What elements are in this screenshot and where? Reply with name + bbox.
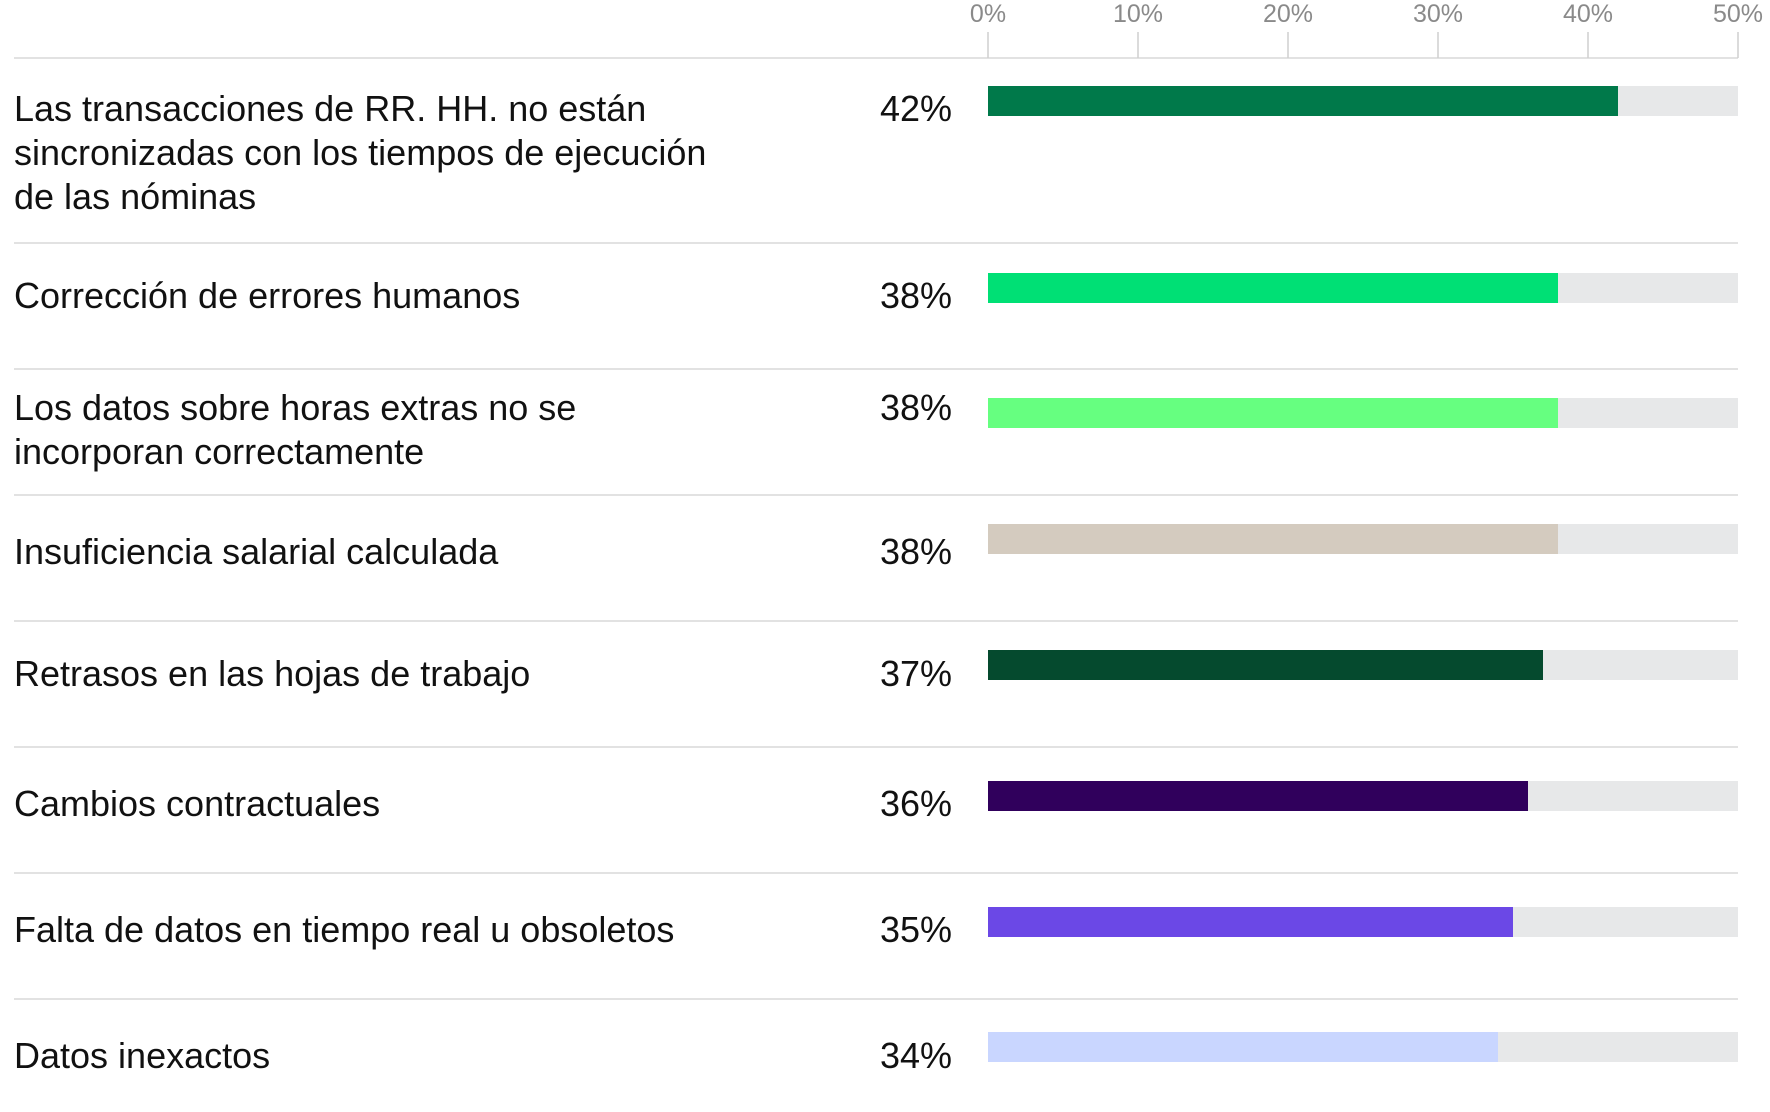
bar — [988, 524, 1558, 554]
value-label: 36% — [880, 783, 952, 824]
chart-row: Falta de datos en tiempo real u obsoleto… — [14, 907, 1738, 1000]
axis-tick-label: 20% — [1263, 0, 1313, 28]
row-label: Insuficiencia salarial calculada — [14, 531, 499, 572]
axis-tick-label: 0% — [970, 0, 1006, 28]
bar — [988, 907, 1513, 937]
chart-rows: Las transacciones de RR. HH. no estánsin… — [14, 86, 1738, 1076]
chart-row: Retrasos en las hojas de trabajo 37% — [14, 650, 1738, 748]
value-label: 38% — [880, 531, 952, 572]
value-label: 38% — [880, 387, 952, 428]
bar — [988, 86, 1618, 116]
chart-row: Insuficiencia salarial calculada 38% — [14, 524, 1738, 622]
bar — [988, 1032, 1498, 1062]
chart-row: Las transacciones de RR. HH. no estánsin… — [14, 86, 1738, 244]
row-label: Los datos sobre horas extras no se — [14, 387, 576, 428]
x-axis: 0% 10% 20% 30% 40% 50% — [14, 0, 1763, 59]
bar — [988, 398, 1558, 428]
value-label: 38% — [880, 275, 952, 316]
row-label: Cambios contractuales — [14, 783, 380, 824]
chart-row: Datos inexactos 34% — [14, 1032, 1738, 1076]
axis-tick-label: 40% — [1563, 0, 1613, 28]
chart-row: Los datos sobre horas extras no seincorp… — [14, 387, 1738, 496]
axis-tick-label: 10% — [1113, 0, 1163, 28]
row-label: Retrasos en las hojas de trabajo — [14, 653, 530, 694]
value-label: 35% — [880, 909, 952, 950]
value-label: 37% — [880, 653, 952, 694]
chart-row: Cambios contractuales 36% — [14, 781, 1738, 874]
bar — [988, 273, 1558, 303]
bar — [988, 650, 1543, 680]
axis-tick-label: 30% — [1413, 0, 1463, 28]
row-label: incorporan correctamente — [14, 431, 424, 472]
row-label: Corrección de errores humanos — [14, 275, 520, 316]
axis-tick-label: 50% — [1713, 0, 1763, 28]
row-label: Datos inexactos — [14, 1035, 270, 1076]
row-label: de las nóminas — [14, 176, 256, 217]
row-label: Falta de datos en tiempo real u obsoleto… — [14, 909, 674, 950]
row-label: sincronizadas con los tiempos de ejecuci… — [14, 132, 706, 173]
chart-row: Corrección de errores humanos 38% — [14, 273, 1738, 370]
value-label: 42% — [880, 88, 952, 129]
row-label: Las transacciones de RR. HH. no están — [14, 88, 646, 129]
bar — [988, 781, 1528, 811]
value-label: 34% — [880, 1035, 952, 1076]
